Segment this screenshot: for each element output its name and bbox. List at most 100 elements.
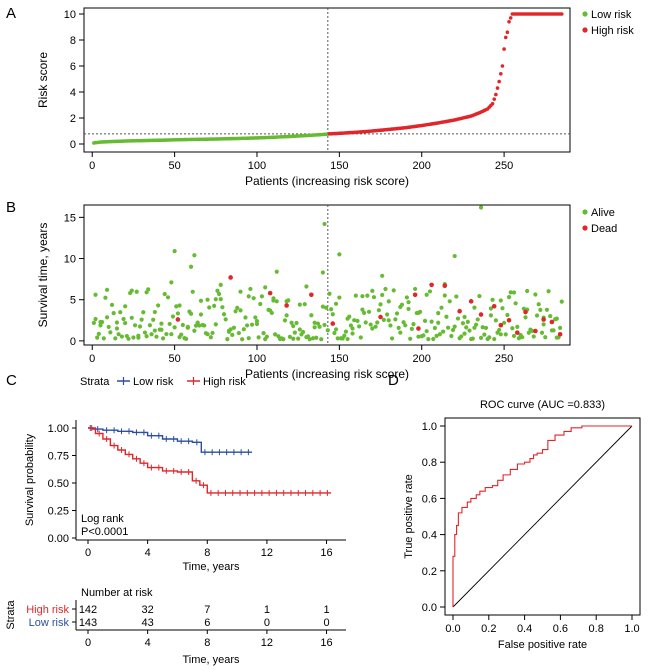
alive-point: [508, 290, 513, 295]
panel-b-frame: [83, 204, 571, 346]
alive-point: [172, 325, 177, 330]
alive-point: [391, 288, 396, 293]
alive-point: [460, 321, 466, 326]
alive-point: [205, 297, 210, 302]
y-tick-label: 1.00: [48, 423, 69, 435]
alive-point: [246, 336, 251, 341]
alive-point: [208, 335, 213, 340]
x-tick-label: 0: [85, 547, 91, 559]
alive-point: [521, 306, 526, 311]
alive-point: [530, 328, 535, 334]
dead-point: [514, 330, 520, 335]
alive-point: [233, 309, 238, 314]
dead-point: [506, 317, 512, 323]
alive-point: [170, 314, 176, 319]
alive-point: [301, 329, 306, 335]
alive-point: [179, 332, 184, 337]
dead-point: [267, 290, 273, 296]
alive-point: [114, 326, 120, 331]
y-tick-label: 8: [70, 35, 76, 47]
alive-point: [442, 293, 447, 298]
risk-table-row-label: High risk: [26, 604, 69, 616]
alive-point: [398, 330, 403, 335]
x-tick-label: 0.6: [553, 623, 568, 635]
risk-score-point: [490, 101, 495, 106]
alive-point: [93, 316, 98, 322]
alive-point: [408, 336, 413, 341]
alive-point: [312, 325, 317, 330]
legend-alive-label: Alive: [591, 207, 615, 219]
risk-count: 0: [323, 617, 329, 629]
alive-point: [370, 288, 375, 293]
alive-point: [238, 308, 243, 313]
alive-point: [365, 293, 370, 298]
dead-point: [175, 317, 181, 322]
alive-point: [235, 305, 240, 310]
alive-point: [184, 336, 189, 341]
alive-point: [436, 320, 441, 325]
alive-point: [111, 311, 116, 316]
alive-point: [142, 330, 148, 335]
alive-point: [212, 303, 217, 308]
alive-point: [459, 334, 464, 339]
alive-point: [263, 285, 268, 290]
legend-strata-title: Strata: [80, 376, 110, 388]
alive-point: [121, 316, 126, 322]
risk-score-point: [505, 30, 510, 34]
alive-point: [548, 314, 553, 319]
alive-point: [281, 337, 286, 342]
risk-table-x-axis-label: Time, years: [182, 654, 240, 666]
risk-table-x-tick-label: 0: [85, 637, 91, 649]
alive-point: [236, 330, 241, 336]
alive-point: [175, 311, 181, 316]
alive-point: [134, 289, 139, 294]
p-value-label: P<0.0001: [81, 526, 128, 538]
alive-point: [385, 312, 390, 317]
dead-point: [478, 312, 484, 317]
alive-point: [144, 334, 149, 339]
alive-point: [101, 336, 106, 341]
alive-point: [478, 205, 484, 210]
alive-point: [531, 334, 536, 339]
alive-point: [319, 337, 324, 342]
alive-point: [462, 314, 467, 320]
alive-point: [213, 322, 218, 327]
alive-point: [256, 335, 261, 340]
alive-point: [375, 320, 380, 325]
x-tick-label: 250: [495, 160, 513, 172]
alive-point: [129, 315, 134, 320]
roc-title: ROC curve (AUC =0.833): [480, 399, 605, 411]
alive-point: [253, 315, 258, 320]
alive-point: [289, 320, 294, 325]
y-tick-label: 0.4: [422, 530, 437, 542]
alive-point: [259, 294, 265, 299]
alive-point: [273, 332, 278, 337]
alive-point: [526, 330, 531, 335]
alive-point: [264, 334, 269, 339]
x-axis-label: Patients (increasing risk score): [245, 367, 409, 381]
alive-point: [432, 325, 438, 331]
alive-point: [114, 320, 120, 325]
alive-point: [106, 324, 111, 330]
alive-point: [231, 325, 237, 330]
panel-a-label: A: [6, 5, 16, 22]
alive-point: [96, 331, 101, 336]
x-tick-label: 150: [330, 353, 348, 365]
alive-point: [413, 286, 418, 292]
legend-high-risk-label: High risk: [591, 25, 634, 37]
y-tick-label: 0.2: [422, 566, 437, 578]
alive-point: [366, 309, 372, 314]
alive-point: [475, 317, 480, 322]
y-tick-label: 0.0: [422, 602, 437, 614]
alive-point: [314, 335, 319, 340]
dead-point: [541, 317, 546, 322]
dead-point: [309, 292, 314, 298]
alive-point: [394, 311, 400, 316]
alive-point: [452, 324, 457, 329]
number-at-risk-table: Number at risk High risk 142 32 7 1 1 Low risk…: [5, 587, 346, 666]
alive-point: [241, 327, 246, 332]
y-axis-label: Survival time, years: [36, 223, 50, 328]
legend-alive-marker: [582, 209, 588, 215]
alive-point: [511, 333, 517, 339]
